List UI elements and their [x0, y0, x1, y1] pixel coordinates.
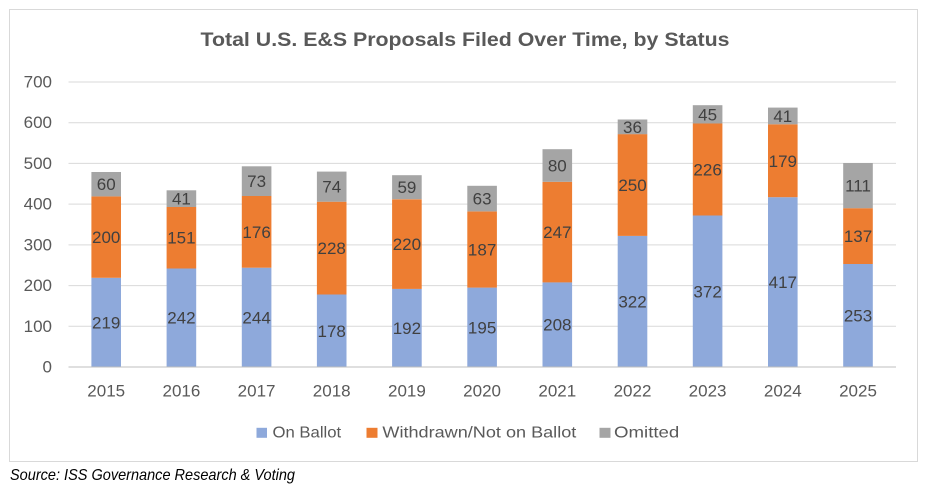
svg-text:187: 187 [468, 241, 496, 260]
svg-text:178: 178 [318, 322, 346, 341]
svg-text:100: 100 [24, 317, 52, 336]
svg-text:2019: 2019 [388, 382, 426, 401]
svg-text:372: 372 [693, 282, 721, 301]
svg-text:111: 111 [845, 177, 871, 196]
svg-text:179: 179 [769, 152, 797, 171]
svg-text:Source: ISS Governance Researc: Source: ISS Governance Research & Voting [10, 467, 295, 484]
svg-text:45: 45 [698, 105, 717, 124]
svg-text:137: 137 [844, 227, 872, 246]
svg-text:600: 600 [24, 113, 52, 132]
svg-text:2022: 2022 [614, 382, 652, 401]
svg-text:176: 176 [242, 223, 270, 242]
svg-text:195: 195 [468, 318, 496, 337]
svg-text:300: 300 [24, 235, 52, 254]
svg-text:417: 417 [769, 273, 797, 292]
svg-text:244: 244 [242, 308, 270, 327]
svg-text:60: 60 [97, 175, 116, 194]
svg-text:322: 322 [618, 292, 646, 311]
svg-text:Total U.S. E&S Proposals Filed: Total U.S. E&S Proposals Filed Over Time… [201, 29, 730, 51]
svg-text:59: 59 [397, 178, 416, 197]
svg-text:74: 74 [322, 178, 341, 197]
svg-text:2021: 2021 [538, 382, 576, 401]
svg-text:208: 208 [543, 316, 571, 335]
svg-text:242: 242 [167, 309, 195, 328]
svg-text:220: 220 [393, 235, 421, 254]
svg-text:On Ballot: On Ballot [273, 425, 342, 442]
svg-text:192: 192 [393, 319, 421, 338]
svg-text:250: 250 [618, 176, 646, 195]
svg-text:73: 73 [247, 172, 266, 191]
svg-text:63: 63 [473, 190, 492, 209]
svg-text:Withdrawn/Not on Ballot: Withdrawn/Not on Ballot [382, 425, 577, 442]
svg-text:253: 253 [844, 307, 872, 326]
svg-text:247: 247 [543, 223, 571, 242]
svg-text:200: 200 [24, 276, 52, 295]
svg-text:2017: 2017 [238, 382, 276, 401]
svg-text:0: 0 [43, 358, 52, 377]
svg-text:700: 700 [24, 73, 52, 92]
svg-text:Omitted: Omitted [614, 425, 679, 442]
svg-text:400: 400 [24, 195, 52, 214]
svg-text:41: 41 [773, 107, 792, 126]
svg-text:226: 226 [693, 161, 721, 180]
svg-text:2025: 2025 [839, 382, 877, 401]
svg-text:36: 36 [623, 118, 642, 137]
svg-text:151: 151 [167, 229, 195, 248]
svg-text:228: 228 [318, 239, 346, 258]
svg-text:2015: 2015 [87, 382, 125, 401]
svg-text:500: 500 [24, 154, 52, 173]
svg-text:2016: 2016 [162, 382, 200, 401]
svg-text:200: 200 [92, 228, 120, 247]
svg-text:2018: 2018 [313, 382, 351, 401]
svg-text:80: 80 [548, 157, 567, 176]
svg-text:2020: 2020 [463, 382, 501, 401]
svg-text:2023: 2023 [689, 382, 727, 401]
svg-text:219: 219 [92, 313, 120, 332]
svg-text:41: 41 [172, 190, 191, 209]
svg-text:2024: 2024 [764, 382, 802, 401]
